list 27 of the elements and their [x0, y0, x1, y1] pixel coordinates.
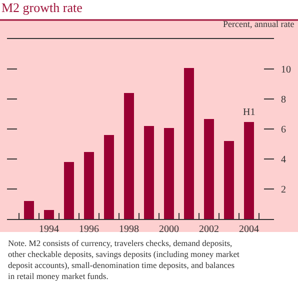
- bar: [44, 210, 54, 219]
- x-tick-label: 1996: [79, 224, 99, 235]
- bar: [24, 201, 34, 219]
- y-axis-title: Percent, annual rate: [223, 19, 294, 29]
- bar: [144, 126, 154, 219]
- bar: [124, 93, 134, 219]
- bar: [84, 152, 94, 219]
- chart-title: M2 growth rate: [1, 0, 83, 16]
- bar: [164, 128, 174, 219]
- x-tick-label: 1994: [39, 224, 59, 235]
- bar: [184, 68, 194, 219]
- bar: [204, 119, 214, 219]
- x-tick-label: 2004: [239, 224, 259, 235]
- y-tick-label: 6: [281, 124, 286, 136]
- bar: [64, 162, 74, 219]
- y-tick-label: 2: [281, 184, 286, 196]
- annotation: H1: [243, 107, 256, 118]
- bar: [224, 141, 234, 219]
- text: Note. M2 consists of currency, travelers checks, demand deposits, other checkable deposits, savings deposits (including money market deposit accounts), small-denomination time deposits, and balances in retail money market funds.: [8, 238, 240, 281]
- x-tick-label: 1998: [119, 224, 139, 235]
- y-tick-label: 10: [281, 64, 291, 76]
- x-tick-label: 2000: [159, 224, 179, 235]
- y-tick-label: 8: [281, 94, 286, 106]
- bar: [104, 135, 114, 219]
- x-tick-label: 2002: [199, 224, 219, 235]
- y-tick-label: 4: [281, 154, 286, 166]
- bar: [244, 122, 254, 219]
